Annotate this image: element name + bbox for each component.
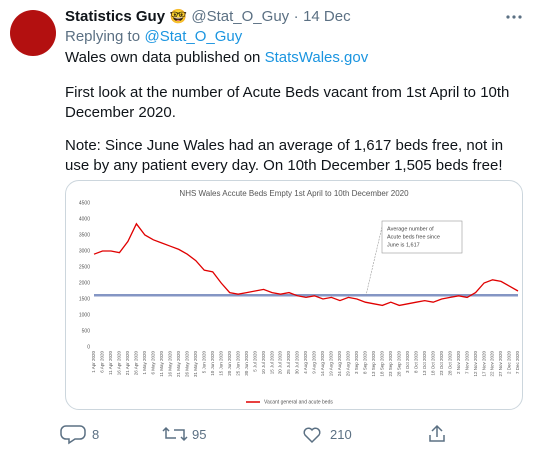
x-tick-label: 7 Dec 2020 bbox=[515, 351, 520, 375]
x-tick-label: 28 Sep 2020 bbox=[396, 351, 401, 377]
x-tick-label: 25 Jul 2020 bbox=[286, 351, 291, 375]
x-tick-label: 8 Oct 2020 bbox=[413, 351, 418, 374]
x-tick-label: 24 Aug 2020 bbox=[337, 351, 342, 377]
y-tick-label: 3500 bbox=[79, 232, 90, 238]
x-tick-label: 10 Jun 2020 bbox=[210, 351, 215, 376]
x-tick-label: 15 Jun 2020 bbox=[218, 351, 223, 376]
y-tick-label: 4000 bbox=[79, 216, 90, 222]
intro-link[interactable]: StatsWales.gov bbox=[264, 49, 369, 66]
paragraph: First look at the number of Acute Beds v… bbox=[65, 84, 510, 121]
x-tick-label: 11 May 2020 bbox=[159, 351, 164, 377]
chart: NHS Wales Accute Beds Empty 1st April to… bbox=[79, 189, 520, 405]
x-tick-label: 18 Oct 2020 bbox=[430, 351, 435, 376]
x-tick-label: 6 May 2020 bbox=[151, 351, 156, 375]
x-tick-label: 19 Aug 2020 bbox=[329, 351, 334, 377]
x-tick-label: 13 Oct 2020 bbox=[422, 351, 427, 376]
media[interactable]: NHS Wales Accute Beds Empty 1st April to… bbox=[65, 180, 523, 410]
like-icon[interactable] bbox=[303, 427, 321, 444]
x-tick-label: 30 Jul 2020 bbox=[295, 351, 300, 375]
reply-count: 8 bbox=[92, 427, 100, 442]
reply-label: Replying to bbox=[65, 28, 141, 45]
paragraph: Note: Since June Wales had an average of… bbox=[65, 137, 504, 174]
header: Statistics Guy 🤓 @Stat_O_Guy · 14 Dec bbox=[65, 8, 351, 26]
x-tick-label: 28 Oct 2020 bbox=[447, 351, 452, 376]
date[interactable]: 14 Dec bbox=[303, 8, 351, 25]
x-tick-label: 23 Oct 2020 bbox=[439, 351, 444, 376]
x-tick-label: 3 Oct 2020 bbox=[405, 351, 410, 374]
x-tick-label: 9 Aug 2020 bbox=[312, 351, 317, 374]
x-tick-label: 20 Jul 2020 bbox=[278, 351, 283, 375]
share-icon[interactable] bbox=[429, 424, 445, 442]
author-name[interactable]: Statistics Guy bbox=[65, 8, 166, 25]
x-tick-label: 16 May 2020 bbox=[168, 351, 173, 378]
avatar[interactable] bbox=[10, 10, 56, 56]
annotation-leader bbox=[365, 226, 383, 296]
separator: · bbox=[293, 8, 299, 25]
action-icons bbox=[60, 424, 445, 445]
x-tick-label: 30 Jun 2020 bbox=[244, 351, 249, 376]
x-tick-label: 3 Sep 2020 bbox=[354, 351, 359, 375]
x-tick-label: 8 Sep 2020 bbox=[363, 351, 368, 375]
x-tick-label: 21 May 2020 bbox=[176, 351, 181, 378]
author-emoji: 🤓 bbox=[169, 8, 187, 24]
x-tick-label: 11 Apr 2020 bbox=[108, 351, 113, 375]
x-tick-label: 26 Apr 2020 bbox=[134, 351, 139, 376]
x-tick-label: 1 May 2020 bbox=[142, 351, 147, 375]
y-tick-label: 4500 bbox=[79, 200, 90, 206]
reply-line: Replying to @Stat_O_Guy bbox=[65, 28, 242, 46]
x-tick-label: 23 Sep 2020 bbox=[388, 351, 393, 377]
x-tick-label: 10 Jul 2020 bbox=[261, 351, 266, 375]
like-count: 210 bbox=[330, 427, 352, 442]
y-tick-label: 1000 bbox=[79, 312, 90, 318]
x-tick-label: 21 Apr 2020 bbox=[125, 351, 130, 376]
x-tick-label: 27 Nov 2020 bbox=[498, 351, 503, 377]
annotation-box bbox=[381, 220, 463, 254]
x-tick-label: 29 Aug 2020 bbox=[346, 351, 351, 377]
x-tick-label: 18 Sep 2020 bbox=[380, 351, 385, 377]
x-tick-label: 17 Nov 2020 bbox=[481, 351, 486, 377]
reply-handle[interactable]: @Stat_O_Guy bbox=[144, 28, 243, 45]
x-tick-label: 4 Aug 2020 bbox=[303, 351, 308, 374]
x-tick-label: 5 Jun 2020 bbox=[201, 351, 206, 374]
intro-text: Wales own data published on bbox=[65, 49, 261, 66]
reply-icon[interactable] bbox=[60, 425, 86, 445]
x-tick-label: 2 Dec 2020 bbox=[507, 351, 512, 375]
more-menu[interactable] bbox=[505, 12, 523, 22]
x-tick-label: 12 Nov 2020 bbox=[473, 351, 478, 377]
x-tick-label: 5 Jul 2020 bbox=[252, 351, 257, 372]
annotation-text: June is 1,617 bbox=[387, 242, 420, 248]
y-tick-label: 1500 bbox=[79, 296, 90, 302]
annotation-text: Acute beds free since bbox=[387, 234, 440, 240]
legend-label: Vacant general and acute beds bbox=[264, 399, 333, 405]
x-tick-label: 2 Nov 2020 bbox=[456, 351, 461, 375]
chart-title: NHS Wales Accute Beds Empty 1st April to… bbox=[179, 189, 409, 198]
x-tick-label: 25 Jun 2020 bbox=[235, 351, 240, 376]
x-tick-label: 31 May 2020 bbox=[193, 351, 198, 378]
retweet-icon[interactable] bbox=[162, 426, 188, 442]
x-tick-label: 6 Apr 2020 bbox=[100, 351, 105, 373]
x-tick-label: 13 Sep 2020 bbox=[371, 351, 376, 377]
y-tick-label: 0 bbox=[87, 344, 90, 350]
x-tick-label: 22 Nov 2020 bbox=[490, 351, 495, 377]
x-tick-label: 20 Jun 2020 bbox=[227, 351, 232, 376]
y-tick-label: 3000 bbox=[79, 248, 90, 254]
x-tick-label: 15 Jul 2020 bbox=[269, 351, 274, 375]
series-line bbox=[93, 222, 519, 307]
annotation-text: Average number of bbox=[387, 226, 434, 232]
x-tick-label: 1 Apr 2020 bbox=[91, 351, 96, 373]
y-tick-label: 2500 bbox=[79, 264, 90, 270]
x-tick-label: 26 May 2020 bbox=[184, 351, 189, 378]
author-handle[interactable]: @Stat_O_Guy bbox=[191, 8, 290, 25]
x-tick-label: 14 Aug 2020 bbox=[320, 351, 325, 377]
retweet-count: 95 bbox=[192, 427, 207, 442]
x-tick-label: 7 Nov 2020 bbox=[464, 351, 469, 375]
y-tick-label: 2000 bbox=[79, 280, 90, 286]
x-tick-label: 16 Apr 2020 bbox=[117, 351, 122, 376]
y-tick-label: 500 bbox=[82, 328, 91, 334]
intro: Wales own data published on StatsWales.g… bbox=[65, 48, 527, 68]
